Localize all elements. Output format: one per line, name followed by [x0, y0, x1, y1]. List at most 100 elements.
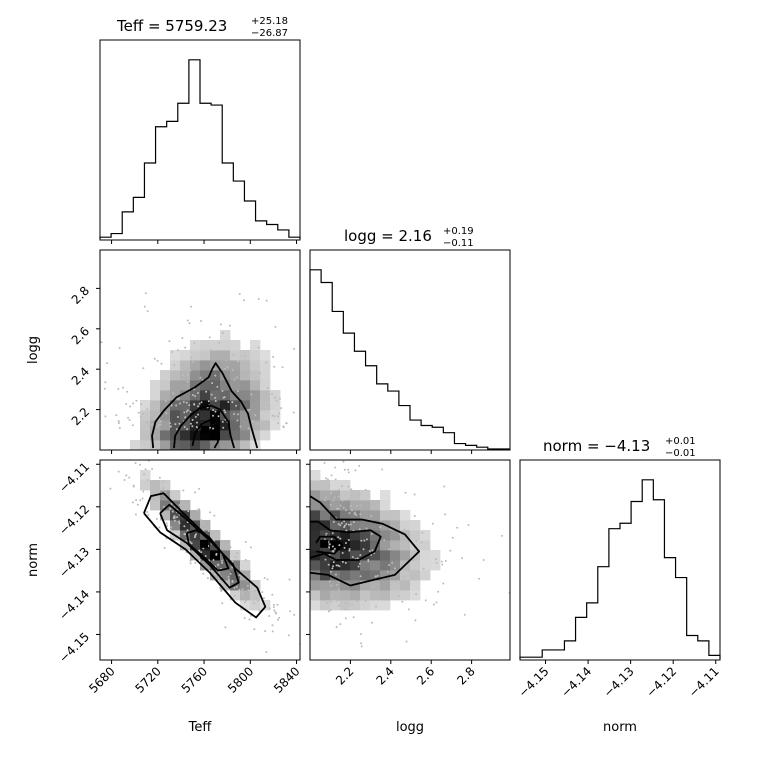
density-cell: [370, 510, 381, 521]
density-cell: [340, 540, 351, 551]
contour-level-1: [143, 492, 267, 619]
sample-point: [132, 485, 135, 488]
sample-point: [232, 353, 235, 356]
sample-point: [233, 594, 236, 597]
density-cell: [330, 550, 341, 561]
sample-point: [189, 562, 192, 565]
density-cell: [230, 430, 241, 441]
density-cell: [330, 490, 341, 501]
panel-frame: [309, 249, 511, 451]
sample-point: [360, 645, 363, 648]
sample-point: [408, 569, 411, 572]
density-cell: [140, 410, 151, 421]
density-cell: [370, 530, 381, 541]
sample-point: [200, 519, 203, 522]
hist-panel-teff: [99, 59, 301, 239]
density-cell: [320, 520, 331, 531]
sample-point: [331, 550, 334, 553]
sample-point: [315, 366, 317, 368]
sample-point: [169, 507, 172, 510]
sample-point: [240, 590, 243, 593]
density-cell: [350, 600, 361, 611]
sample-point: [212, 559, 215, 562]
density-cell: [150, 500, 161, 511]
sample-point: [238, 573, 241, 576]
sample-point: [288, 578, 291, 581]
sample-point: [327, 563, 330, 566]
density-cell: [190, 400, 201, 411]
sample-point: [271, 624, 274, 627]
density-cell: [240, 420, 251, 431]
density-cell: [260, 370, 271, 381]
sample-point: [186, 409, 189, 412]
sample-point: [343, 520, 346, 523]
density-cell: [350, 590, 361, 601]
sample-point: [253, 589, 256, 592]
sample-point: [236, 552, 239, 555]
sample-point: [188, 404, 191, 407]
sample-point: [350, 488, 353, 491]
sample-point: [247, 589, 250, 592]
sample-point: [207, 400, 210, 403]
density-cell: [340, 530, 351, 541]
sample-point: [348, 549, 351, 552]
density-cell: [310, 570, 321, 581]
sample-point: [144, 292, 147, 295]
sample-point: [359, 632, 362, 635]
density-cell: [400, 520, 411, 531]
sample-point: [376, 574, 379, 577]
density-cell: [330, 600, 341, 611]
density-cell: [200, 560, 211, 571]
density-cell: [200, 420, 211, 431]
sample-point: [336, 599, 339, 602]
density-cell: [190, 440, 201, 450]
density-cell: [160, 390, 171, 401]
sample-point: [349, 523, 352, 526]
sample-point: [136, 458, 138, 460]
density-cell: [160, 500, 171, 511]
sample-point: [131, 424, 134, 427]
sample-point: [164, 399, 167, 402]
density-cell: [320, 510, 331, 521]
sample-point: [216, 563, 219, 566]
sample-point: [117, 420, 120, 423]
sample-point: [249, 546, 252, 549]
density-cell: [160, 380, 171, 391]
sample-point: [117, 470, 120, 473]
sample-point: [324, 558, 327, 561]
sample-point: [126, 390, 129, 393]
density-cell: [320, 600, 331, 611]
sample-point: [186, 529, 189, 532]
sample-point: [156, 491, 159, 494]
density-cell: [320, 480, 331, 491]
density-cell: [160, 480, 171, 491]
sample-point: [337, 588, 340, 591]
sample-point: [329, 503, 332, 506]
sample-point: [262, 597, 265, 600]
sample-point: [190, 356, 193, 359]
hist-line-logg: [309, 269, 510, 450]
sample-point: [333, 496, 336, 499]
density-cell: [330, 590, 341, 601]
sample-point: [244, 558, 247, 561]
density-cell: [260, 350, 271, 361]
sample-point: [356, 600, 359, 603]
sample-point: [209, 511, 212, 514]
density-cell: [260, 410, 271, 421]
density-cell: [160, 400, 171, 411]
sample-point: [337, 495, 340, 498]
sample-point: [332, 561, 335, 564]
density-cell: [350, 540, 361, 551]
sample-point: [257, 599, 260, 602]
density-cell: [180, 420, 191, 431]
sample-point: [347, 426, 349, 428]
sample-point: [424, 599, 427, 602]
density-cell: [340, 500, 351, 511]
density-cell: [180, 370, 191, 381]
sample-point: [276, 603, 279, 606]
density-cell: [170, 410, 181, 421]
sample-point: [229, 572, 232, 575]
sample-point: [198, 487, 201, 490]
sample-point: [176, 516, 179, 519]
density-cell: [360, 500, 371, 511]
